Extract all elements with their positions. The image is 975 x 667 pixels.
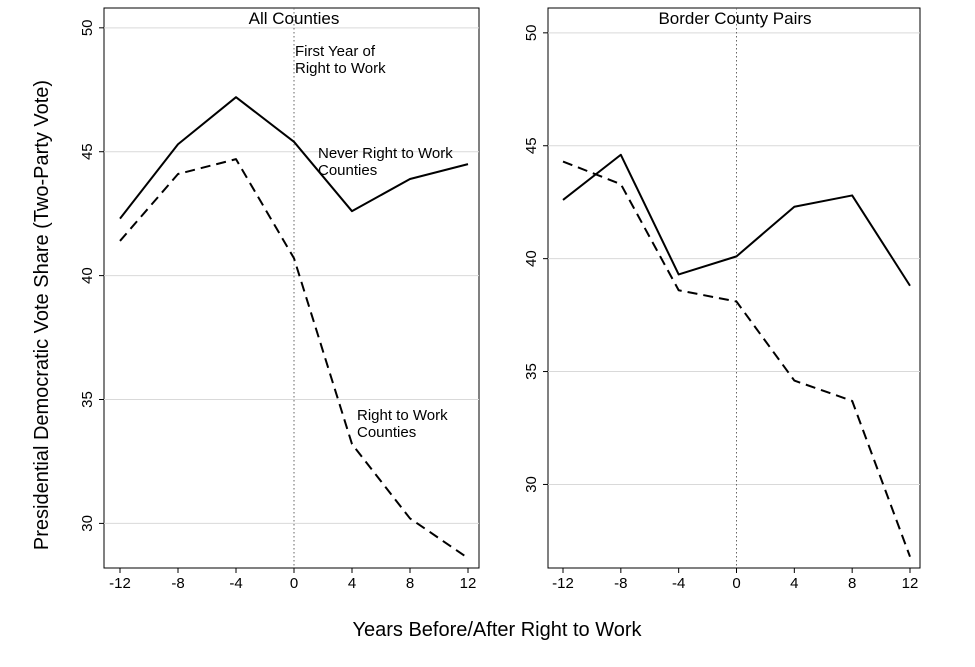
x-tick-label: -12 bbox=[552, 575, 574, 592]
y-tick-label: 35 bbox=[79, 391, 96, 408]
panel-title: All Counties bbox=[249, 9, 340, 28]
panel-border-county-pairs: 30 35 40 45 50 -12 -8 -4 0 4 8 12 Border County Pair… bbox=[523, 7, 921, 592]
annotation-line: Counties bbox=[318, 162, 377, 179]
x-tick-label: 8 bbox=[406, 575, 414, 592]
x-tick-label: -8 bbox=[614, 575, 627, 592]
annotation-line: Right to Work bbox=[295, 60, 386, 77]
x-tick-label: 12 bbox=[460, 575, 477, 592]
x-tick-label: 0 bbox=[290, 575, 298, 592]
annotation-line: Counties bbox=[357, 424, 416, 441]
plot-frame bbox=[103, 7, 480, 569]
annotation: Right to Work Counties bbox=[357, 407, 448, 441]
series-line-dashed bbox=[119, 158, 469, 559]
x-tick-label: -4 bbox=[229, 575, 242, 592]
y-tick-label: 45 bbox=[523, 137, 540, 154]
y-tick-label: 30 bbox=[523, 476, 540, 493]
x-tick-label: 4 bbox=[348, 575, 356, 592]
y-tick-label: 50 bbox=[523, 24, 540, 41]
x-tick-label: -8 bbox=[171, 575, 184, 592]
series-line-solid bbox=[119, 96, 469, 220]
y-tick-label: 35 bbox=[523, 363, 540, 380]
annotation-line: Right to Work bbox=[357, 407, 448, 424]
x-tick-label: -4 bbox=[672, 575, 685, 592]
x-tick-label: 0 bbox=[732, 575, 740, 592]
y-tick-label: 45 bbox=[79, 143, 96, 160]
x-axis-label: Years Before/After Right to Work bbox=[352, 619, 642, 641]
x-tick-label: -12 bbox=[109, 575, 131, 592]
plot-frame bbox=[547, 7, 921, 569]
x-tick-label: 4 bbox=[790, 575, 798, 592]
series-line-dashed bbox=[562, 160, 911, 558]
annotation: Never Right to Work Counties bbox=[318, 145, 453, 179]
y-axis-label: Presidential Democratic Vote Share (Two-… bbox=[31, 80, 53, 550]
annotation-line: Never Right to Work bbox=[318, 145, 453, 162]
series-line-solid bbox=[562, 153, 911, 287]
y-tick-label: 30 bbox=[79, 515, 96, 532]
annotation-line: First Year of bbox=[295, 43, 376, 60]
y-tick-label: 40 bbox=[523, 250, 540, 267]
x-tick-label: 12 bbox=[902, 575, 919, 592]
y-tick-label: 40 bbox=[79, 267, 96, 284]
panel-all-counties: 30 35 40 45 50 -12 -8 -4 0 4 8 12 All Counties First … bbox=[79, 7, 480, 592]
panel-title: Border County Pairs bbox=[658, 9, 811, 28]
x-tick-label: 8 bbox=[848, 575, 856, 592]
y-tick-label: 50 bbox=[79, 19, 96, 36]
annotation: First Year of Right to Work bbox=[295, 43, 386, 77]
